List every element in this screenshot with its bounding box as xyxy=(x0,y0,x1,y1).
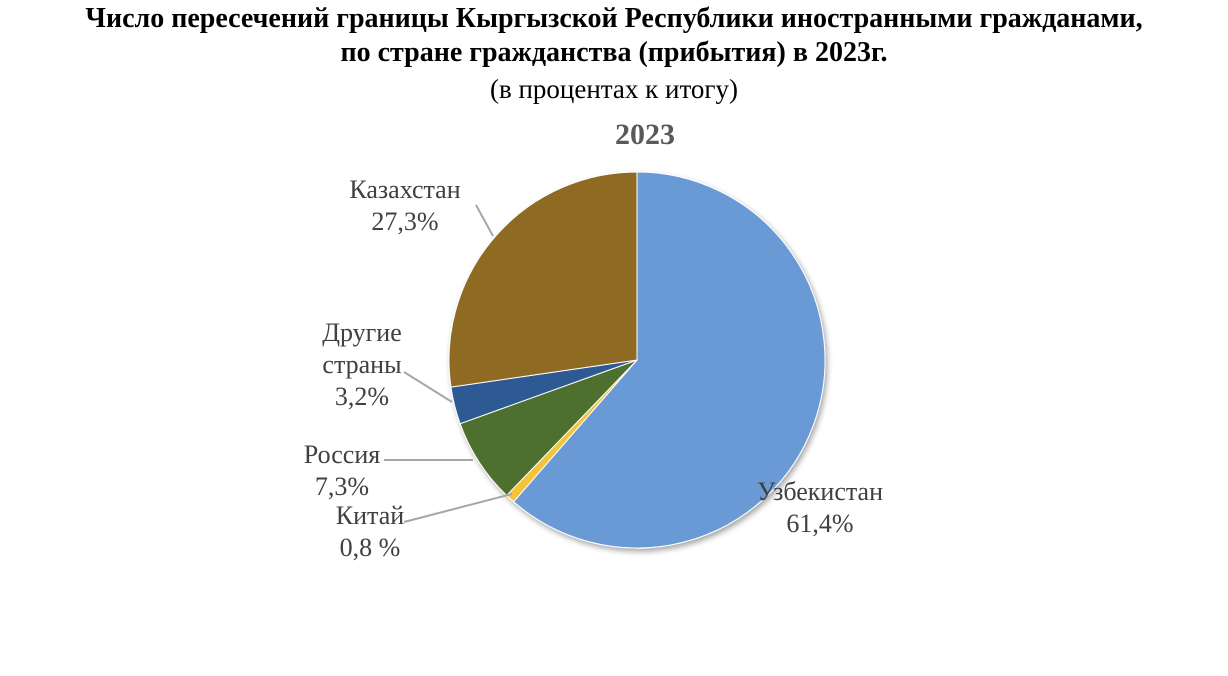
page-title-line-2: по стране гражданства (прибытия) в 2023г… xyxy=(340,37,888,68)
leader-line-5 xyxy=(475,204,494,237)
slice-name-label-2: Китай xyxy=(336,501,404,530)
pie-slice-1 xyxy=(512,171,826,549)
leader-line-2 xyxy=(403,493,513,523)
slice-labels: Узбекистан 61,4% Китай 0,8 % Россия 7,3% Други… xyxy=(304,175,883,562)
slice-value-label-4: 3,2% xyxy=(335,382,389,411)
slice-name-label-4-line-1: Другие xyxy=(322,318,402,347)
pie-slice-5 xyxy=(448,171,638,388)
slice-name-label-1: Узбекистан xyxy=(757,477,883,506)
slice-value-label-5: 27,3% xyxy=(371,207,438,236)
slice-value-label-2: 0,8 % xyxy=(340,533,401,562)
page-subtitle: (в процентах к итогу) xyxy=(489,74,738,104)
slice-value-label-1: 61,4% xyxy=(786,509,853,538)
slice-value-label-3: 7,3% xyxy=(315,472,369,501)
pie-slices xyxy=(448,171,826,549)
slice-name-label-4-line-2: страны xyxy=(322,350,401,379)
slice-name-label-5: Казахстан xyxy=(349,175,460,204)
leader-line-4 xyxy=(403,371,453,403)
chart-title: 2023 xyxy=(615,118,675,151)
leader-lines xyxy=(384,204,513,523)
page-title-line-1: Число пересечений границы Кыргызской Рес… xyxy=(85,3,1143,34)
slice-name-label-3: Россия xyxy=(304,440,380,469)
